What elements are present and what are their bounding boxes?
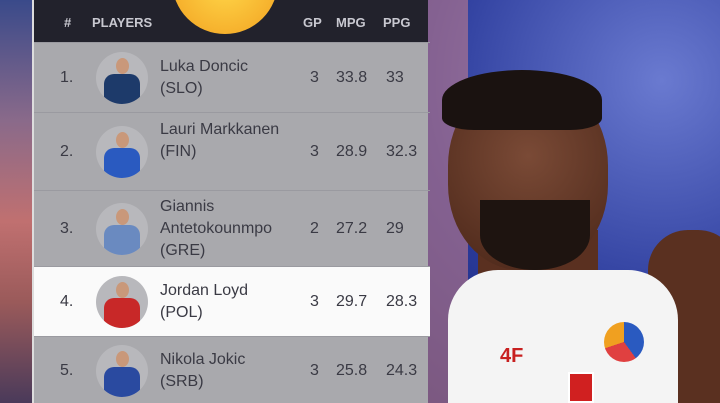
player-country: (SRB) [160,372,204,390]
table-row: 5. Nikola Jokic (SRB) 3 25.8 24.3 [34,336,430,403]
player-country: (POL) [160,304,203,321]
player-name-cell: Giannis Antetokounmpo (GRE) [160,196,300,262]
player-name-cell: Jordan Loyd (POL) [160,280,300,324]
rank: 3. [60,220,74,237]
rank: 4. [60,293,74,310]
ppg-value: 33 [386,69,404,86]
player-country: (GRE) [160,242,206,259]
player-hair [442,70,602,130]
header-rank: # [64,15,72,30]
player-country: (FIN) [160,143,197,160]
ppg-value: 32.3 [386,143,418,160]
player-jersey [448,270,678,403]
ppg-value: 28.3 [386,293,418,310]
mpg-value: 27.2 [336,220,368,237]
player-country: (SLO) [160,80,203,97]
table-row: 1. Luka Doncic (SLO) 3 33.8 33 [34,42,430,112]
header-ppg: PPG [383,15,411,30]
header-mpg: MPG [336,15,366,30]
ppg-value: 29 [386,220,404,237]
player-name: Jordan Loyd [160,282,249,299]
gp-value: 3 [310,293,319,310]
player-name: Lauri Markkanen [160,121,280,138]
header-players: PLAYERS [92,15,153,30]
gp-value: 3 [310,361,319,379]
poland-crest-icon [568,372,594,403]
player-avatar [96,52,148,104]
mpg-value: 29.7 [336,293,368,310]
player-avatar [96,126,148,178]
jersey-logo: 4F [500,345,524,367]
gp-value: 2 [310,220,319,237]
mpg-value: 25.8 [336,361,368,379]
player-name-cell: Lauri Markkanen (FIN) [160,119,300,163]
gp-value: 3 [310,69,319,86]
player-name: Luka Doncic [160,58,249,75]
rank: 1. [60,69,74,86]
table-row: 4. Jordan Loyd (POL) 3 29.7 28.3 [34,266,430,336]
table-row: 2. Lauri Markkanen (FIN) 3 28.9 32.3 [34,112,430,190]
player-photo: 4F [428,0,720,403]
player-beard [480,200,590,270]
player-avatar [96,276,148,328]
player-avatar [96,203,148,255]
player-name: Nikola Jokic [160,350,246,368]
mpg-value: 33.8 [336,69,368,86]
ppg-value: 24.3 [386,361,418,379]
player-name-cell: Luka Doncic (SLO) [160,56,300,100]
header-gp: GP [303,15,322,30]
player-name: Giannis Antetokounmpo [160,198,273,237]
rank: 2. [60,143,74,160]
player-name-cell: Nikola Jokic (SRB) [160,349,300,393]
gp-value: 3 [310,143,319,160]
basketball-logo-icon [604,322,644,362]
rank: 5. [60,361,74,379]
player-avatar [96,344,148,397]
table-row: 3. Giannis Antetokounmpo (GRE) 2 27.2 29 [34,190,430,266]
mpg-value: 28.9 [336,143,368,160]
stats-table: # PLAYERS GP MPG PPG 1. Luka Doncic (SLO)… [32,0,430,403]
